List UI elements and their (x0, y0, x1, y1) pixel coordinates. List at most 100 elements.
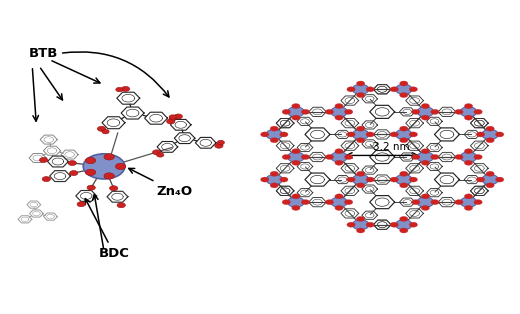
Text: Zn₄O: Zn₄O (129, 168, 192, 198)
Circle shape (266, 175, 283, 185)
Circle shape (85, 157, 96, 164)
Circle shape (102, 129, 109, 134)
Circle shape (486, 126, 495, 131)
Circle shape (421, 104, 430, 109)
Circle shape (280, 177, 288, 182)
Circle shape (292, 205, 300, 210)
Circle shape (335, 194, 343, 199)
Circle shape (395, 175, 412, 185)
Circle shape (301, 200, 309, 205)
Circle shape (431, 154, 439, 160)
Circle shape (409, 132, 418, 137)
Circle shape (474, 109, 482, 114)
Circle shape (174, 114, 183, 119)
Circle shape (301, 154, 309, 160)
Circle shape (395, 84, 412, 94)
Circle shape (347, 132, 355, 137)
Circle shape (421, 149, 430, 154)
Circle shape (357, 183, 365, 188)
Circle shape (409, 87, 418, 92)
Circle shape (353, 84, 369, 94)
Circle shape (83, 154, 125, 179)
Circle shape (460, 197, 477, 207)
Circle shape (282, 109, 291, 114)
Circle shape (482, 175, 498, 185)
Circle shape (353, 129, 369, 139)
Circle shape (169, 116, 176, 120)
Circle shape (464, 194, 473, 199)
Circle shape (331, 197, 347, 207)
Circle shape (288, 197, 304, 207)
Circle shape (496, 132, 504, 137)
Circle shape (395, 129, 412, 139)
Circle shape (270, 183, 279, 188)
Circle shape (292, 149, 300, 154)
Circle shape (326, 154, 334, 160)
Circle shape (42, 176, 50, 181)
Circle shape (117, 203, 125, 208)
Circle shape (326, 200, 334, 205)
Circle shape (366, 177, 374, 182)
Circle shape (366, 87, 374, 92)
Circle shape (399, 126, 408, 131)
Circle shape (455, 109, 463, 114)
Circle shape (331, 107, 347, 117)
Circle shape (455, 154, 463, 160)
Circle shape (356, 138, 365, 143)
Circle shape (399, 93, 408, 98)
Circle shape (261, 177, 269, 182)
Circle shape (157, 153, 164, 157)
Circle shape (474, 200, 482, 205)
Circle shape (104, 154, 114, 160)
Circle shape (399, 183, 408, 188)
Circle shape (357, 81, 365, 86)
Circle shape (292, 104, 300, 109)
Circle shape (482, 129, 499, 139)
Circle shape (399, 171, 408, 176)
Circle shape (421, 160, 430, 165)
Circle shape (335, 115, 343, 120)
Circle shape (217, 140, 225, 145)
Circle shape (335, 160, 343, 165)
Text: BTB: BTB (29, 46, 58, 60)
Circle shape (399, 81, 408, 86)
Circle shape (395, 220, 412, 230)
Circle shape (301, 109, 309, 114)
Circle shape (390, 177, 398, 182)
Circle shape (431, 109, 439, 114)
Circle shape (390, 87, 398, 92)
Circle shape (357, 228, 365, 233)
Circle shape (331, 152, 347, 162)
Circle shape (486, 171, 494, 176)
Circle shape (335, 149, 343, 154)
Circle shape (266, 129, 283, 139)
Circle shape (366, 132, 374, 137)
Circle shape (87, 185, 95, 190)
Circle shape (85, 169, 96, 176)
Circle shape (104, 173, 114, 179)
Circle shape (399, 228, 408, 233)
Circle shape (412, 109, 420, 114)
Circle shape (282, 200, 291, 205)
Circle shape (417, 197, 434, 207)
Circle shape (292, 194, 300, 199)
Circle shape (486, 183, 494, 188)
Circle shape (464, 205, 473, 210)
Circle shape (412, 154, 420, 160)
Circle shape (460, 152, 477, 162)
Circle shape (40, 158, 48, 163)
Circle shape (270, 126, 279, 131)
Circle shape (474, 154, 482, 160)
Circle shape (121, 86, 129, 91)
Circle shape (412, 200, 420, 205)
Circle shape (421, 194, 430, 199)
Circle shape (460, 107, 477, 117)
Circle shape (169, 115, 176, 119)
Circle shape (282, 154, 291, 160)
Circle shape (110, 186, 118, 191)
Circle shape (417, 152, 434, 162)
Circle shape (486, 138, 495, 143)
Circle shape (476, 132, 485, 137)
Circle shape (347, 177, 355, 182)
Circle shape (288, 107, 304, 117)
